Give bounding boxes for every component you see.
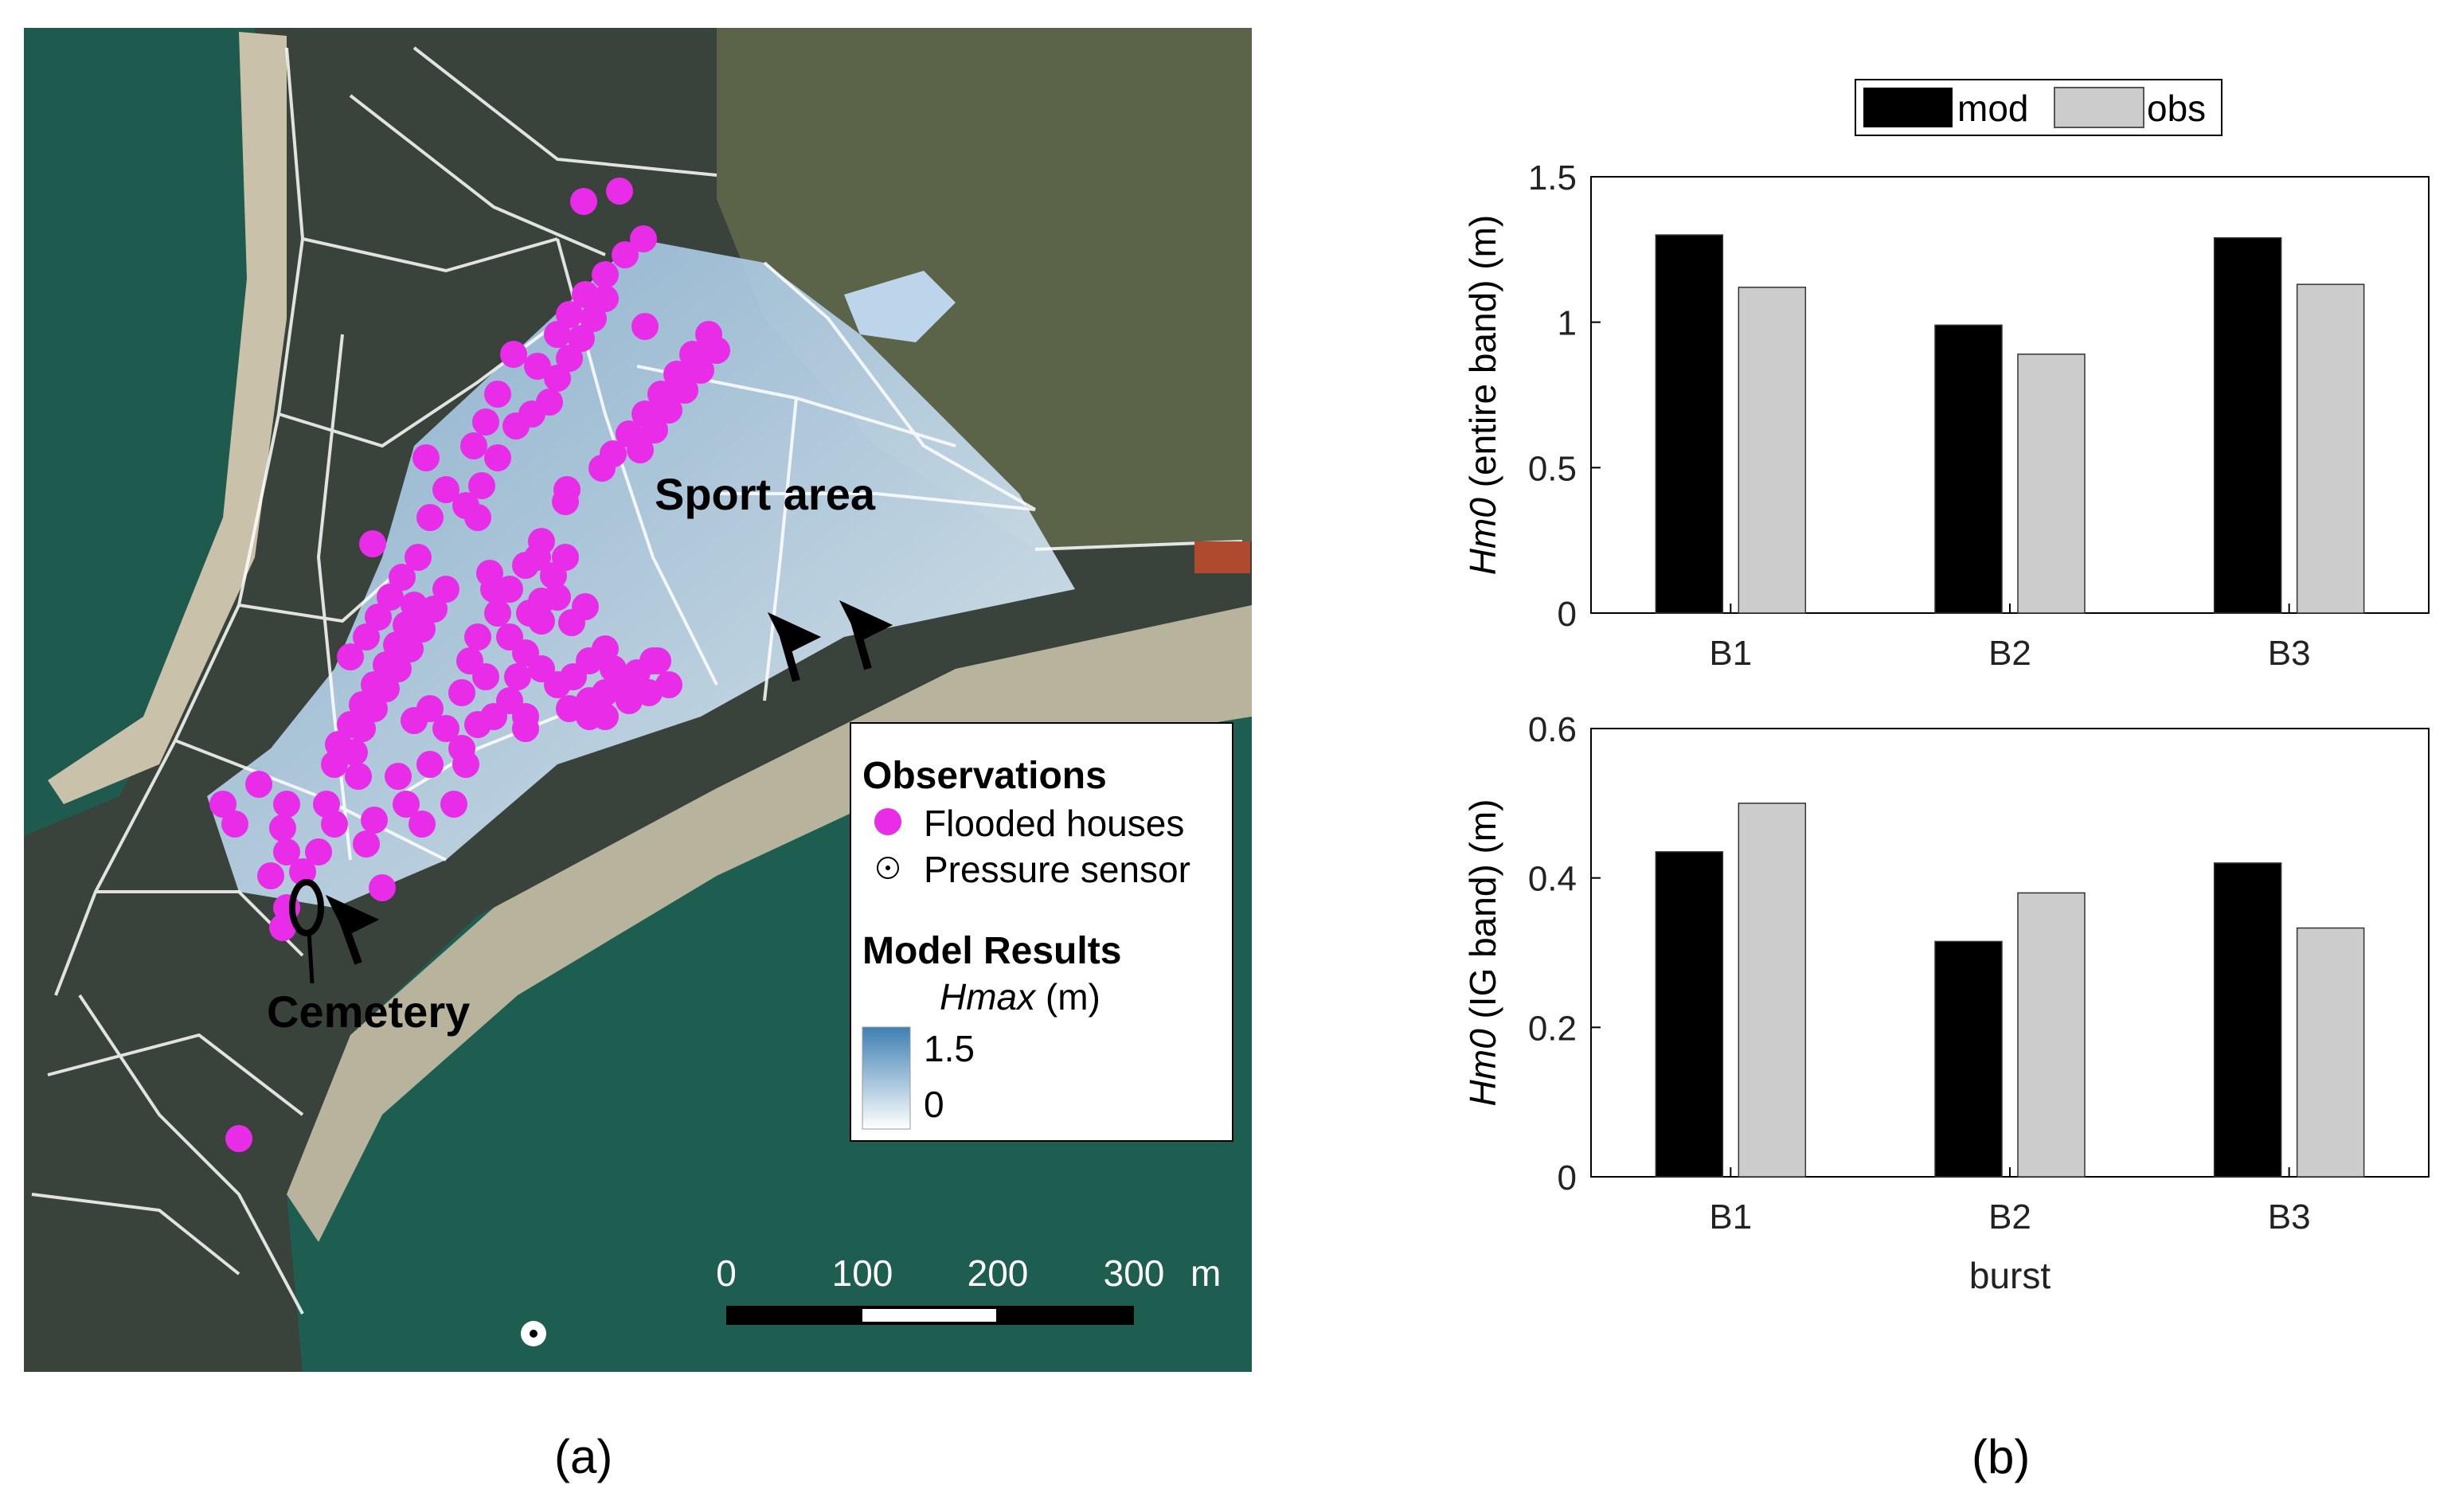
y-tick-label: 1 [1558,304,1577,343]
y-tick-label: 0 [1558,1158,1577,1197]
bar-mod-B1 [1655,234,1724,614]
legend-label-obs: obs [2147,88,2206,129]
flooded-house-markers [209,178,730,1152]
legend-model-title: Model Results [862,930,1121,972]
scalebar-unit: m [1190,1252,1221,1294]
x-tick-label: B2 [1988,1197,2031,1237]
x-tick-label: B3 [2268,634,2311,673]
bar-mod-B3 [2213,236,2282,614]
chart-ig-band: 0 0.2 0.4 0.6 B1 B2 B3 Hm0 (IG band) (m) burst [1462,710,2430,1296]
legend-observations-title: Observations [862,755,1107,797]
beach-south [287,605,1252,1242]
flood-extent [207,239,1075,908]
legend-colorbar-min: 0 [924,1084,944,1125]
x-tick-label: B2 [1988,634,2031,673]
legend-swatch-mod [1863,88,1953,127]
legend-flooded-swatch [874,808,901,835]
bar-obs-B1 [1738,803,1807,1178]
bar-mod-B3 [2213,862,2282,1178]
y-tick-label: 0 [1558,595,1577,634]
flood-pond [844,271,956,342]
y-tick-label: 0.5 [1528,449,1577,488]
bar-mod-B2 [1934,940,2003,1178]
sea-west [24,28,263,836]
bar-obs-B2 [2017,354,2086,614]
bar-obs-B3 [2296,927,2365,1178]
legend-colorbar [862,1026,911,1130]
scalebar-tick-300: 300 [1104,1252,1165,1294]
y-axis-label: Hm0 (IG band) (m) [1462,799,1503,1107]
caption-a: (a) [554,1430,613,1483]
bar-mod-B2 [1934,324,2003,614]
map-legend: Observations Flooded houses Pressure sen… [850,722,1233,1142]
wave-arrows [325,600,893,965]
legend-swatch-obs [2054,87,2144,128]
scalebar-tick-200: 200 [968,1252,1029,1294]
bar-mod-B1 [1655,851,1724,1178]
sport-area-label: Sport area [655,469,876,519]
scalebar: 0 100 200 300 m [716,1252,1221,1325]
chart-panel: mod obs 0 0.5 1 1.5 B1 B2 B3 Hm0 (entire band) … [1462,79,2430,1296]
bar-obs-B3 [2296,283,2365,614]
y-tick-label: 1.5 [1528,158,1577,197]
x-tick-label: B1 [1709,634,1752,673]
tidal-flats [717,28,1252,549]
x-tick-label: B3 [2268,1197,2311,1237]
cemetery-label: Cemetery [267,987,470,1037]
y-axis-label: Hm0 (entire band) (m) [1462,215,1503,575]
scalebar-tick-0: 0 [716,1252,737,1294]
legend-colorbar-max: 1.5 [924,1028,975,1069]
pressure-sensor-marker [521,1321,546,1346]
x-tick-label: B1 [1709,1197,1752,1237]
cemetery-outline [289,879,324,936]
legend-sensor-label: Pressure sensor [924,849,1190,890]
bar-obs-B1 [1738,287,1807,614]
y-tick-label: 0.6 [1528,710,1577,749]
legend-flooded-label: Flooded houses [924,803,1184,844]
beach-west [48,32,287,804]
map-panel: Sport area Cemetery Observations Flooded… [24,28,1252,1372]
bar-obs-B2 [2017,892,2086,1178]
road-network [31,46,1243,1315]
cemetery-leader [307,931,315,984]
y-tick-label: 0.4 [1528,860,1577,899]
legend-variable: Hmax (m) [940,976,1100,1018]
caption-b: (b) [1972,1430,2031,1483]
chart-entire-band: 0 0.5 1 1.5 B1 B2 B3 Hm0 (entire band) (m) [1462,158,2430,673]
y-tick-label: 0.2 [1528,1009,1577,1048]
scalebar-tick-100: 100 [832,1252,893,1294]
harbour-buildings [1194,541,1250,573]
legend-label-mod: mod [1957,88,2028,129]
chart-legend: mod obs [1855,79,2222,136]
x-axis-label: burst [1969,1255,2050,1296]
